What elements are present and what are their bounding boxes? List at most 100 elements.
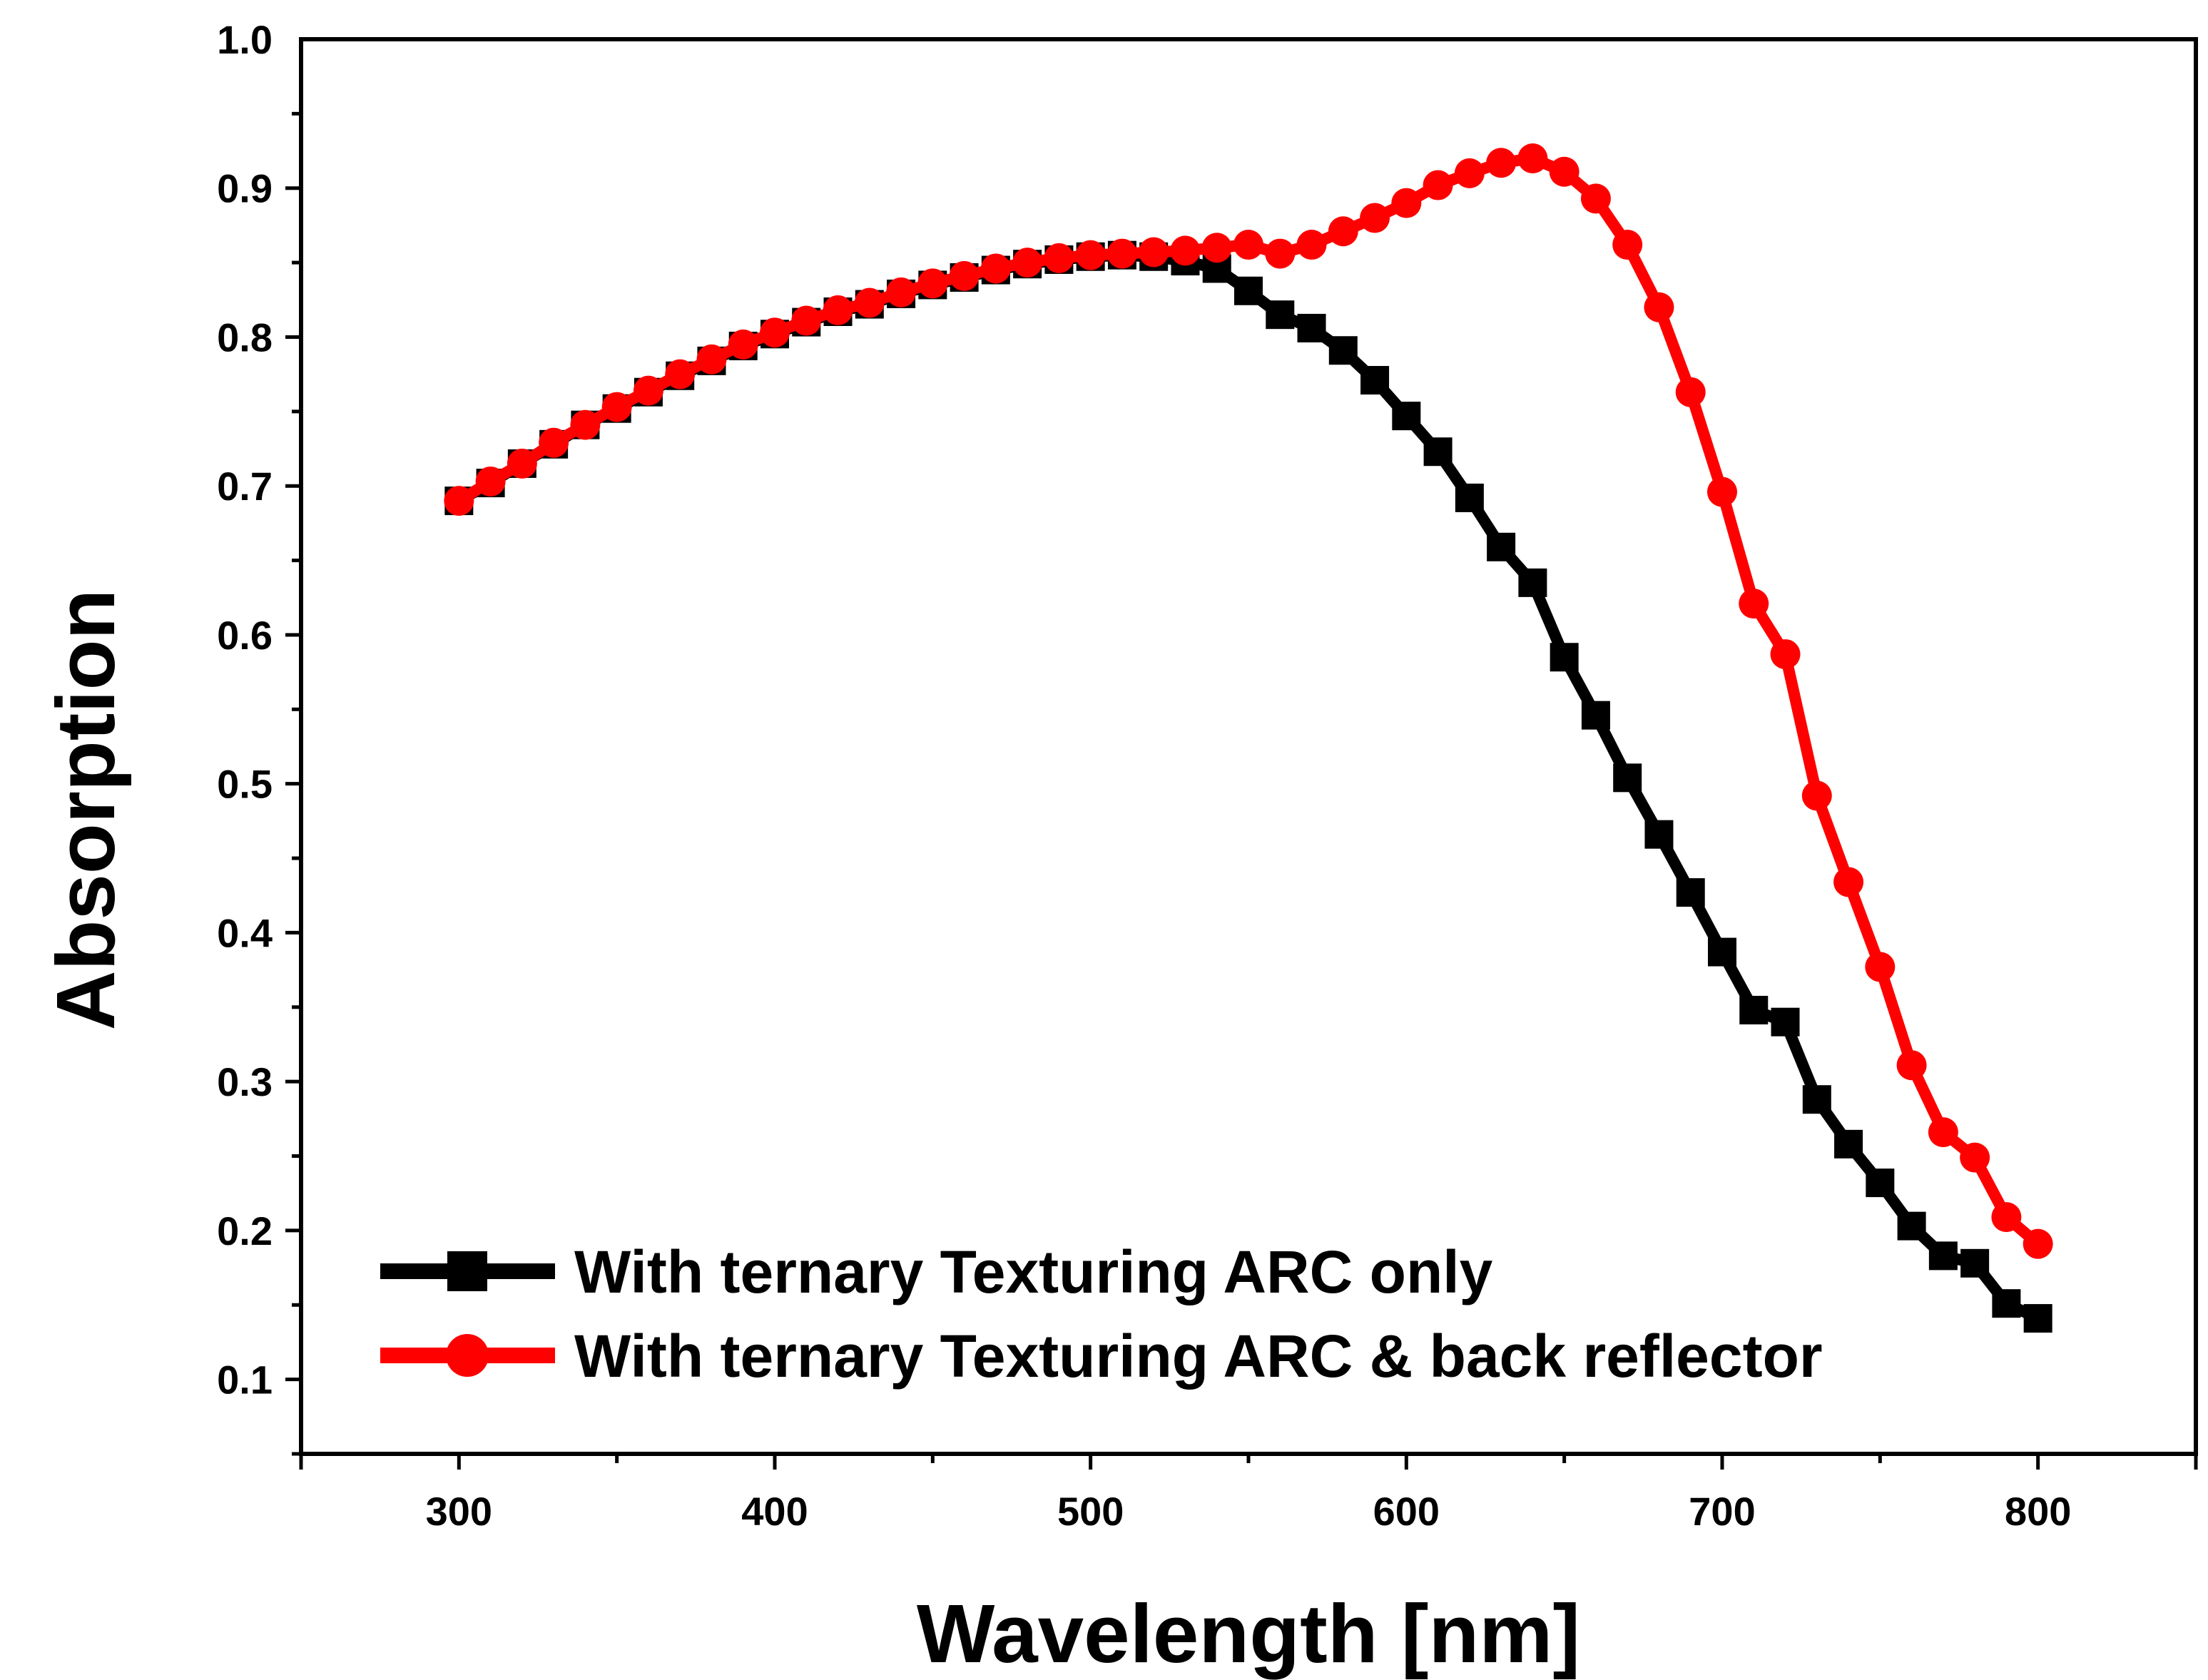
data-point-circle <box>728 329 758 360</box>
data-point-circle <box>1612 230 1643 260</box>
data-point-circle <box>1833 867 1864 897</box>
data-point-square <box>2023 1304 2052 1333</box>
data-point-square <box>1802 1085 1831 1114</box>
data-point-circle <box>1549 156 1579 187</box>
data-point-circle <box>1170 235 1201 266</box>
data-point-circle <box>601 392 632 422</box>
data-point-circle <box>1012 248 1043 278</box>
data-point-circle <box>1423 170 1453 200</box>
x-tick-label: 600 <box>1373 1489 1440 1534</box>
data-point-square <box>1613 763 1642 793</box>
legend-marker-square <box>447 1251 487 1291</box>
x-tick-label: 800 <box>2005 1489 2071 1534</box>
data-point-square <box>1739 995 1769 1024</box>
data-point-square <box>1234 276 1263 305</box>
data-point-square <box>1866 1169 1895 1198</box>
data-point-square <box>1550 643 1579 672</box>
series-line-1 <box>456 153 2042 1248</box>
legend-label-series-0: With ternary Texturing ARC only <box>574 1238 1493 1305</box>
y-tick-label: 0.3 <box>217 1059 273 1104</box>
data-point-circle <box>1106 238 1137 269</box>
series-1 <box>444 143 2053 1259</box>
x-axis-ticks <box>299 1454 2198 1470</box>
data-point-circle <box>1486 148 1517 178</box>
data-point-circle <box>854 287 885 318</box>
data-point-circle <box>1960 1142 1990 1173</box>
data-point-circle <box>1739 589 1769 619</box>
data-point-circle <box>949 260 980 291</box>
data-point-circle <box>2023 1228 2053 1259</box>
data-point-square <box>1960 1248 1990 1278</box>
data-point-circle <box>1044 243 1074 273</box>
data-point-circle <box>1865 952 1896 982</box>
data-point-circle <box>886 277 917 307</box>
legend-label-series-1: With ternary Texturing ARC & back reflec… <box>574 1323 1823 1390</box>
data-point-square <box>1928 1241 1958 1271</box>
x-tick-label: 500 <box>1057 1489 1124 1534</box>
data-point-circle <box>1296 230 1327 260</box>
legend: With ternary Texturing ARC only With ter… <box>380 1238 1823 1390</box>
y-tick-label: 0.8 <box>217 315 273 360</box>
data-point-square <box>1771 1007 1800 1037</box>
y-tick-label: 0.5 <box>217 762 273 807</box>
data-point-circle <box>1360 203 1390 233</box>
y-axis-title: Absorption <box>39 589 132 1031</box>
data-point-square <box>1266 300 1295 330</box>
data-point-circle <box>1233 230 1263 260</box>
data-point-circle <box>1896 1050 1927 1081</box>
x-tick-label: 300 <box>426 1489 492 1534</box>
data-point-square <box>1644 820 1674 849</box>
y-tick-label: 0.6 <box>217 613 273 658</box>
data-point-circle <box>823 295 853 325</box>
y-axis-ticks <box>285 111 301 1456</box>
data-point-circle <box>507 448 537 479</box>
series-layer <box>444 143 2053 1333</box>
data-point-square <box>1423 437 1453 467</box>
data-point-square <box>1992 1289 2021 1318</box>
data-point-circle <box>1517 143 1548 173</box>
data-point-circle <box>1391 188 1422 218</box>
y-tick-label: 1.0 <box>217 17 273 62</box>
data-point-circle <box>475 466 506 497</box>
data-point-circle <box>1707 477 1737 507</box>
data-point-circle <box>1675 377 1706 407</box>
data-point-circle <box>633 375 663 406</box>
y-axis-tick-labels: 0.1 0.2 0.3 0.4 0.5 0.6 0.7 0.8 0.9 1.0 <box>217 17 273 1402</box>
x-tick-label: 400 <box>741 1489 808 1534</box>
data-point-square <box>1392 402 1421 431</box>
data-point-circle <box>665 359 696 390</box>
data-point-circle <box>980 253 1011 284</box>
series-line-0 <box>456 249 2041 1324</box>
data-point-square <box>1487 532 1516 561</box>
x-tick-label: 700 <box>1689 1489 1755 1534</box>
data-point-circle <box>1580 183 1611 214</box>
data-point-square <box>1708 937 1736 967</box>
data-point-square <box>1897 1211 1926 1241</box>
data-point-square <box>1297 313 1326 342</box>
data-point-circle <box>444 486 474 516</box>
y-tick-label: 0.4 <box>217 910 273 955</box>
data-point-circle <box>1454 158 1485 188</box>
data-point-square <box>1328 336 1358 365</box>
data-point-circle <box>917 268 948 299</box>
data-point-circle <box>1928 1117 1958 1148</box>
data-point-circle <box>791 305 822 336</box>
data-point-square <box>1676 878 1705 907</box>
data-point-circle <box>1328 216 1358 247</box>
y-tick-label: 0.1 <box>217 1358 273 1402</box>
data-point-circle <box>1644 292 1674 322</box>
y-tick-label: 0.7 <box>217 464 273 509</box>
data-point-circle <box>1770 639 1801 670</box>
data-point-circle <box>696 344 727 375</box>
x-axis-title: Wavelength [nm] <box>917 1587 1580 1680</box>
data-point-square <box>1518 568 1547 597</box>
data-point-circle <box>1991 1202 2022 1233</box>
data-point-circle <box>760 317 790 348</box>
x-axis-tick-labels: 300 400 500 600 700 800 <box>426 1489 2072 1534</box>
data-point-square <box>1360 366 1390 395</box>
data-point-circle <box>1075 240 1106 270</box>
data-point-square <box>1455 483 1484 512</box>
data-point-circle <box>1139 237 1169 268</box>
data-point-circle <box>539 427 569 458</box>
y-tick-label: 0.9 <box>217 166 273 211</box>
